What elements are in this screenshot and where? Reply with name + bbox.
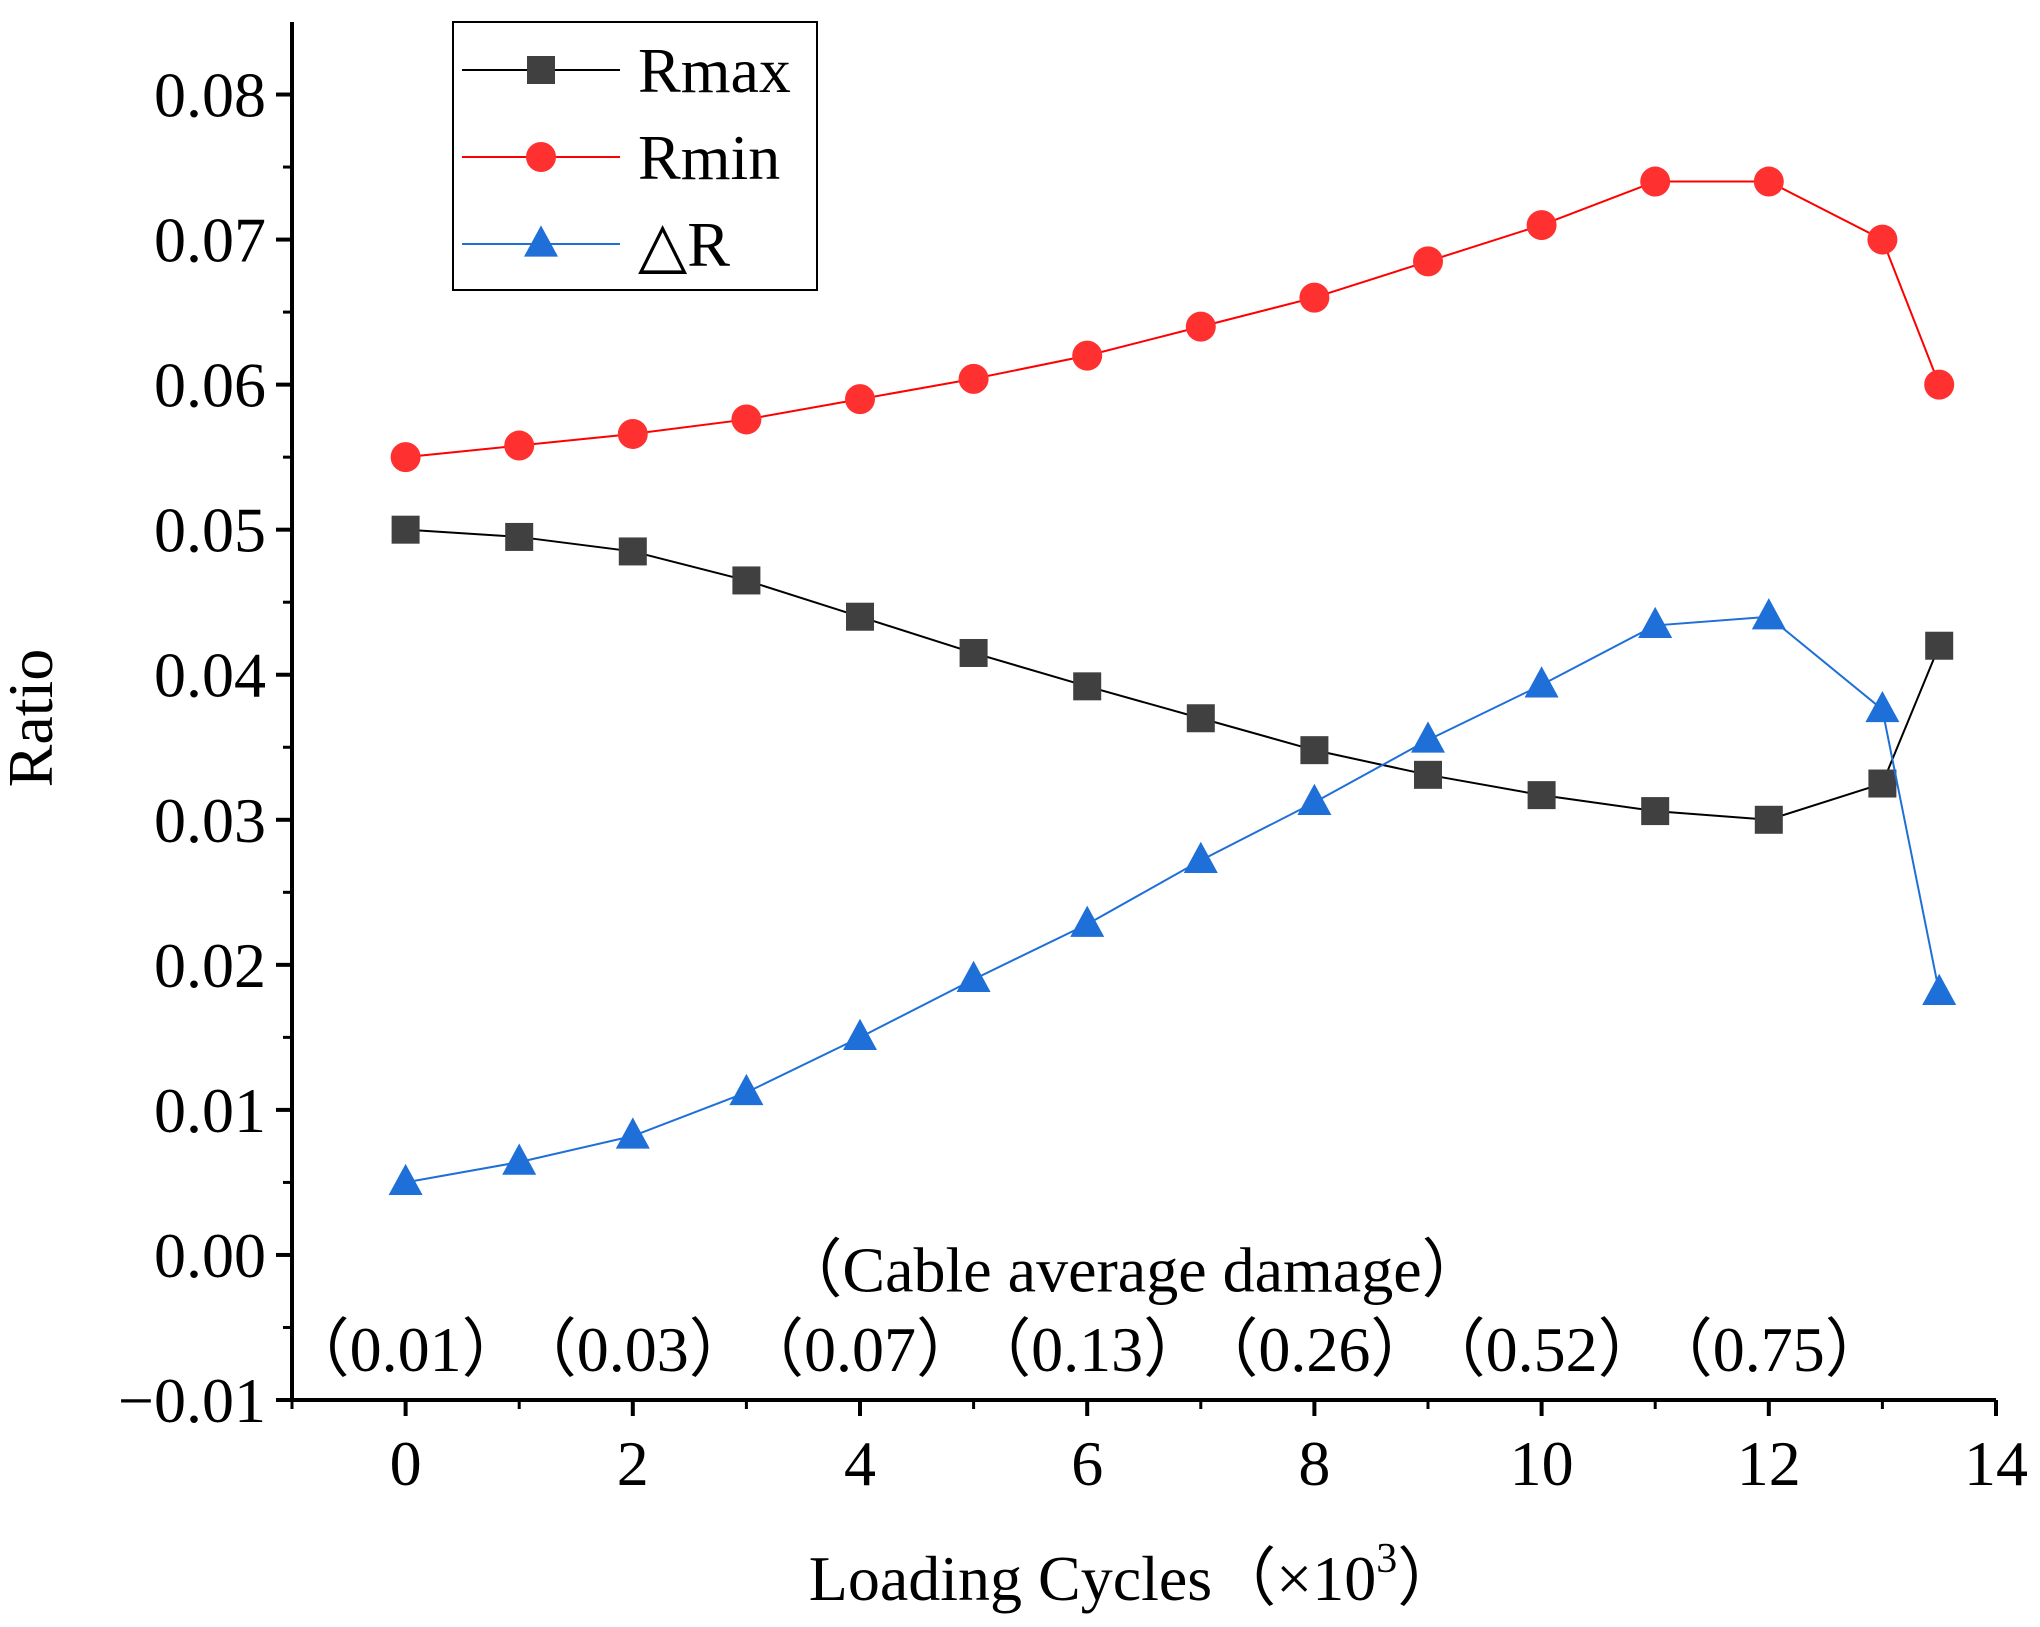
damage-label: （0.01） bbox=[286, 1314, 526, 1385]
data-point-r bbox=[1751, 598, 1786, 630]
data-point-rmax bbox=[846, 602, 874, 631]
series-layer bbox=[388, 166, 1957, 1196]
data-point-rmax bbox=[1527, 781, 1556, 810]
series-rmax bbox=[391, 515, 1954, 834]
damage-label: （0.13） bbox=[967, 1314, 1207, 1385]
legend: Rmax Rmin △R bbox=[452, 21, 818, 291]
data-point-rmin bbox=[617, 418, 648, 449]
y-tick-label: 0.07 bbox=[154, 205, 266, 276]
y-axis-title: Ratio bbox=[0, 649, 66, 788]
data-point-rmax bbox=[1641, 797, 1670, 826]
data-point-rmin bbox=[1867, 224, 1898, 255]
y-tick-label: −0.01 bbox=[118, 1365, 266, 1436]
data-point-rmax bbox=[1300, 736, 1329, 765]
data-point-rmax bbox=[391, 515, 420, 544]
y-tick-label: 0.02 bbox=[154, 930, 266, 1001]
legend-label-rmin: Rmin bbox=[638, 122, 780, 193]
legend-marker-rmin bbox=[526, 142, 556, 172]
x-axis-title: Loading Cycles（×103） bbox=[809, 1536, 1462, 1614]
x-tick-label: 10 bbox=[1510, 1428, 1574, 1499]
data-point-rmin bbox=[390, 442, 421, 473]
legend-marker-rmax bbox=[527, 56, 555, 84]
data-point-rmin bbox=[731, 404, 762, 435]
damage-label: （0.52） bbox=[1422, 1314, 1662, 1385]
series-line-r bbox=[405, 615, 1941, 1184]
data-point-rmin bbox=[1185, 311, 1216, 342]
series-r bbox=[388, 598, 1957, 1196]
data-point-r bbox=[1524, 666, 1559, 698]
x-tick-label: 2 bbox=[617, 1428, 649, 1499]
y-tick-label: 0.03 bbox=[154, 785, 266, 856]
data-point-rmin bbox=[1526, 210, 1557, 241]
x-axis-title-main: Loading Cycles（×10 bbox=[809, 1543, 1377, 1614]
series-rmin bbox=[390, 166, 1955, 473]
data-point-rmin bbox=[1072, 340, 1103, 371]
x-axis-title-suffix: ） bbox=[1397, 1543, 1461, 1614]
data-point-r bbox=[1070, 905, 1105, 937]
data-point-rmin bbox=[1299, 282, 1330, 313]
data-point-rmax bbox=[959, 638, 988, 667]
legend-label-r: △R bbox=[638, 209, 730, 280]
damage-label: （0.03） bbox=[513, 1314, 753, 1385]
y-tick-label: 0.01 bbox=[154, 1075, 266, 1146]
y-tick-label: 0.04 bbox=[154, 640, 266, 711]
data-point-rmin bbox=[504, 430, 535, 461]
data-point-r bbox=[1297, 783, 1332, 815]
data-point-rmax bbox=[1868, 769, 1897, 798]
y-tick-label: 0.00 bbox=[154, 1220, 266, 1291]
damage-annotation-title: （Cable average damage） bbox=[778, 1234, 1485, 1305]
data-point-r bbox=[1638, 606, 1673, 639]
x-tick-label: 0 bbox=[390, 1428, 422, 1499]
data-point-rmax bbox=[1414, 760, 1442, 789]
legend-marker-r bbox=[524, 225, 558, 257]
data-point-rmax bbox=[1073, 672, 1102, 701]
axes: −0.01 0.00 0.01 0.02 0.03 0.04 0.05 0.06 0.07 0.0… bbox=[118, 22, 2028, 1499]
x-tick-label: 8 bbox=[1298, 1428, 1330, 1499]
data-point-r bbox=[502, 1143, 537, 1175]
data-point-r bbox=[615, 1117, 650, 1149]
x-tick-label: 4 bbox=[844, 1428, 876, 1499]
data-point-r bbox=[1865, 690, 1900, 723]
data-point-rmin bbox=[958, 363, 989, 394]
damage-label: （0.75） bbox=[1649, 1314, 1889, 1385]
data-point-rmax bbox=[1186, 704, 1215, 733]
x-tick-label: 14 bbox=[1964, 1428, 2028, 1499]
data-point-r bbox=[956, 960, 991, 992]
data-point-rmin bbox=[1753, 166, 1784, 197]
y-tick-label: 0.06 bbox=[154, 350, 266, 421]
x-tick-label: 12 bbox=[1737, 1428, 1801, 1499]
y-tick-label: 0.08 bbox=[154, 60, 266, 131]
data-point-rmax bbox=[505, 522, 534, 551]
data-point-r bbox=[729, 1073, 764, 1106]
legend-label-rmax: Rmax bbox=[638, 35, 791, 106]
data-point-r bbox=[388, 1163, 423, 1196]
data-point-r bbox=[1922, 973, 1957, 1006]
data-point-r bbox=[1411, 721, 1445, 753]
damage-label: （0.26） bbox=[1194, 1314, 1434, 1385]
data-point-r bbox=[843, 1018, 877, 1050]
data-point-rmin bbox=[1640, 166, 1671, 197]
series-line-rmax bbox=[405, 528, 1941, 821]
x-tick-label: 6 bbox=[1071, 1428, 1103, 1499]
data-point-rmin bbox=[1924, 369, 1955, 400]
damage-label: （0.07） bbox=[740, 1314, 980, 1385]
data-point-rmax bbox=[732, 566, 761, 595]
x-axis-title-superscript: 3 bbox=[1376, 1536, 1397, 1582]
annotation-layer: （Cable average damage） （0.01）（0.03）（0.07）… bbox=[286, 1234, 1889, 1385]
data-point-rmax bbox=[1925, 631, 1954, 660]
data-point-r bbox=[1183, 841, 1218, 874]
data-point-rmin bbox=[1413, 246, 1443, 277]
y-tick-label: 0.05 bbox=[154, 495, 266, 566]
data-point-rmax bbox=[1754, 805, 1783, 834]
data-point-rmax bbox=[618, 537, 647, 566]
data-point-rmin bbox=[845, 384, 875, 415]
